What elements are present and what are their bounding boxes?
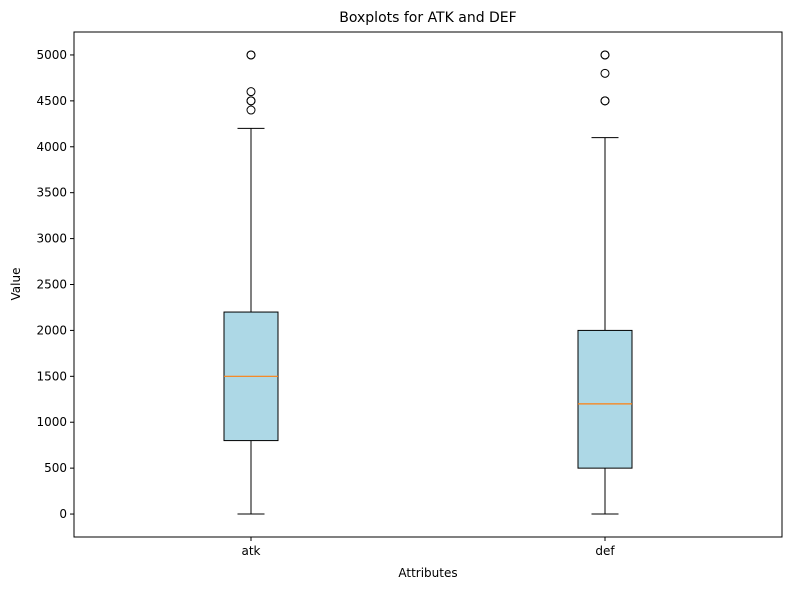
- y-tick-label: 500: [44, 461, 67, 475]
- y-tick-label: 3500: [36, 186, 67, 200]
- y-tick-label: 1500: [36, 369, 67, 383]
- x-tick-label-atk: atk: [241, 544, 260, 558]
- plot-area-frame: [73, 31, 783, 538]
- box-group-def: [577, 50, 633, 515]
- outlier-point: [600, 68, 610, 78]
- x-axis: atk def: [241, 537, 615, 558]
- chart-title: Boxplots for ATK and DEF: [339, 10, 516, 26]
- outlier-point: [246, 50, 256, 60]
- y-tick-label: 4000: [36, 140, 67, 154]
- y-tick-label: 2000: [36, 323, 67, 337]
- outlier-point: [600, 96, 610, 106]
- y-tick-label: 4500: [36, 94, 67, 108]
- y-axis-label: Value: [9, 268, 23, 301]
- outlier-point: [246, 105, 256, 115]
- y-tick-label: 5000: [36, 48, 67, 62]
- y-tick-label: 2500: [36, 278, 67, 292]
- box-group-atk: [223, 50, 279, 515]
- boxes: [223, 50, 633, 515]
- y-tick-label: 3000: [36, 232, 67, 246]
- outlier-point: [600, 50, 610, 60]
- x-tick-label-def: def: [595, 544, 615, 558]
- box-iqr: [577, 329, 633, 469]
- outlier-point: [246, 96, 256, 106]
- y-axis: 0 500 1000 1500 2000 2500 3000 3500 4000 4500 5000: [36, 48, 74, 521]
- y-tick-label: 0: [59, 507, 67, 521]
- x-axis-label: Attributes: [398, 566, 457, 580]
- y-tick-label: 1000: [36, 415, 67, 429]
- outlier-point: [246, 87, 256, 97]
